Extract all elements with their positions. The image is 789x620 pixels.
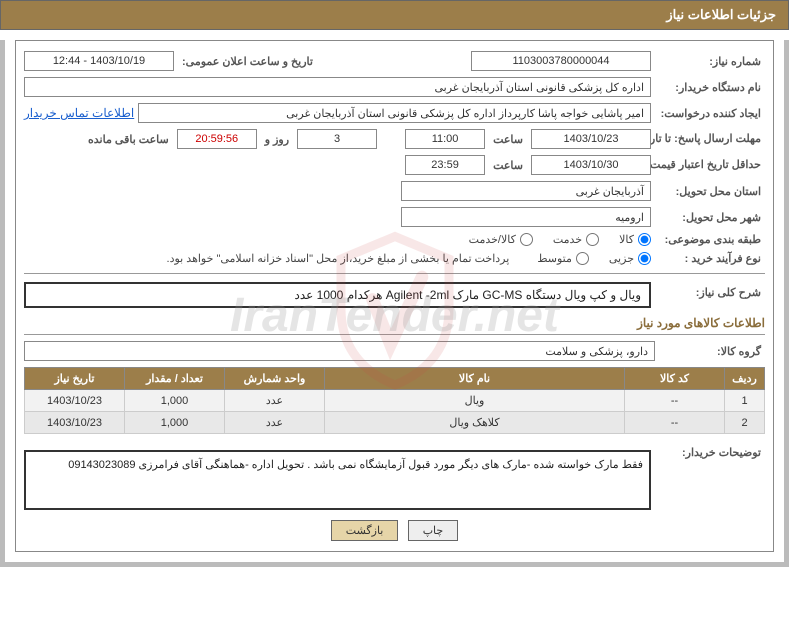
th-name: نام کالا [325,368,625,390]
cell-date: 1403/10/23 [25,390,125,412]
time-label-2: ساعت [489,159,527,172]
category-goods-service-radio[interactable] [520,233,533,246]
category-goods-service[interactable]: کالا/خدمت [469,233,533,246]
announce-date-label: تاریخ و ساعت اعلان عمومی: [178,55,317,68]
purchase-partial[interactable]: جزیی [609,252,651,265]
table-row: 1 -- ویال عدد 1,000 1403/10/23 [25,390,765,412]
price-validity-date-field: 1403/10/30 [531,155,651,175]
remaining-label: ساعت باقی مانده [84,133,173,146]
buyer-notes-field: فقط مارک خواسته شده -مارک های دیگر مورد … [24,450,651,510]
category-goods[interactable]: کالا [619,233,651,246]
table-row: 2 -- کلاهک ویال عدد 1,000 1403/10/23 [25,412,765,434]
page-header: جزئیات اطلاعات نیاز [0,0,789,30]
th-unit: واحد شمارش [225,368,325,390]
button-row: چاپ بازگشت [24,520,765,541]
page-title: جزئیات اطلاعات نیاز [666,7,776,22]
cell-date: 1403/10/23 [25,412,125,434]
purchase-medium-radio[interactable] [576,252,589,265]
th-date: تاریخ نیاز [25,368,125,390]
category-radio-group: کالا خدمت کالا/خدمت [469,233,651,246]
th-qty: تعداد / مقدار [125,368,225,390]
need-number-label: شماره نیاز: [655,55,765,68]
goods-group-field: دارو، پزشکی و سلامت [24,341,655,361]
buyer-notes-label: توضیحات خریدار: [655,442,765,510]
countdown-field: 20:59:56 [177,129,257,149]
category-goods-radio[interactable] [638,233,651,246]
form-panel: شماره نیاز: 1103003780000044 تاریخ و ساع… [15,40,774,552]
cell-name: ویال [325,390,625,412]
cell-idx: 1 [725,390,765,412]
price-validity-time-field: 23:59 [405,155,485,175]
overall-desc-field: ویال و کپ ویال دستگاه GC-MS مارک Agilent… [24,282,651,308]
outer-frame: شماره نیاز: 1103003780000044 تاریخ و ساع… [0,40,789,567]
time-label-1: ساعت [489,133,527,146]
requester-field: امیر پاشایی خواجه پاشا کارپرداز اداره کل… [138,103,651,123]
category-service[interactable]: خدمت [553,233,599,246]
cell-code: -- [625,412,725,434]
cell-idx: 2 [725,412,765,434]
delivery-province-label: استان محل تحویل: [655,185,765,198]
days-label: روز و [261,133,293,146]
price-validity-label: حداقل تاریخ اعتبار قیمت: تا تاریخ: [655,158,765,172]
back-button[interactable]: بازگشت [331,520,399,541]
contact-link[interactable]: اطلاعات تماس خریدار [24,106,134,120]
payment-note: پرداخت تمام یا بخشی از مبلغ خرید،از محل … [167,252,510,265]
print-button[interactable]: چاپ [408,520,459,541]
cell-unit: عدد [225,412,325,434]
days-field: 3 [297,129,377,149]
category-service-radio[interactable] [586,233,599,246]
requester-label: ایجاد کننده درخواست: [655,107,765,120]
buyer-org-field: اداره کل پزشکی قانونی استان آذربایجان غر… [24,77,651,97]
purchase-partial-radio[interactable] [638,252,651,265]
response-time-field: 11:00 [405,129,485,149]
goods-info-title: اطلاعات کالاهای مورد نیاز [24,316,765,335]
cell-name: کلاهک ویال [325,412,625,434]
purchase-type-radio-group: جزیی متوسط [537,252,651,265]
goods-group-label: گروه کالا: [655,345,765,358]
delivery-province-field: آذربایجان غربی [401,181,651,201]
buyer-org-label: نام دستگاه خریدار: [655,81,765,94]
category-label: طبقه بندی موضوعی: [655,233,765,246]
cell-qty: 1,000 [125,412,225,434]
cell-qty: 1,000 [125,390,225,412]
purchase-medium[interactable]: متوسط [537,252,589,265]
delivery-city-label: شهر محل تحویل: [655,211,765,224]
need-number-field: 1103003780000044 [471,51,651,71]
goods-table: ردیف کد کالا نام کالا واحد شمارش تعداد /… [24,367,765,434]
th-row: ردیف [725,368,765,390]
purchase-type-label: نوع فرآیند خرید : [655,252,765,265]
response-deadline-label: مهلت ارسال پاسخ: تا تاریخ: [655,132,765,146]
response-date-field: 1403/10/23 [531,129,651,149]
overall-desc-label: شرح کلی نیاز: [655,282,765,308]
cell-code: -- [625,390,725,412]
announce-date-field: 1403/10/19 - 12:44 [24,51,174,71]
th-code: کد کالا [625,368,725,390]
cell-unit: عدد [225,390,325,412]
delivery-city-field: ارومیه [401,207,651,227]
